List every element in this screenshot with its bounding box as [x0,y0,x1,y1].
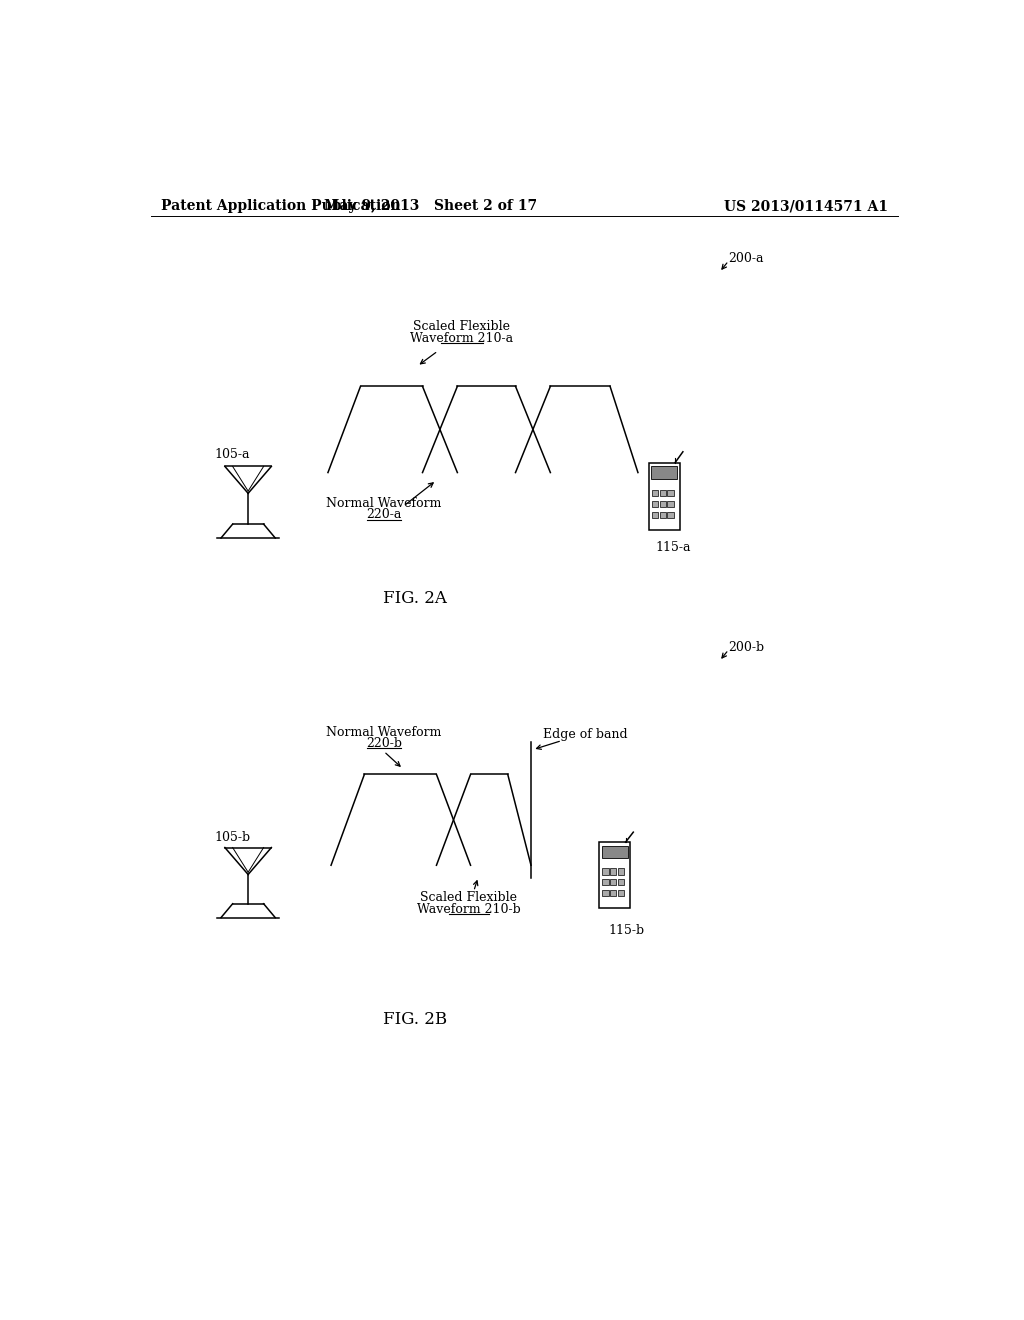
Bar [617,869,624,875]
Text: Patent Application Publication: Patent Application Publication [161,199,400,213]
Bar [668,490,674,496]
Bar [659,490,666,496]
Text: 200-b: 200-b [729,640,765,653]
Text: US 2013/0114571 A1: US 2013/0114571 A1 [724,199,888,213]
Text: Normal Waveform: Normal Waveform [326,726,441,739]
Bar [617,890,624,896]
Text: Scaled Flexible: Scaled Flexible [413,319,510,333]
Bar [652,512,658,517]
Bar [602,879,608,886]
Text: FIG. 2B: FIG. 2B [383,1011,446,1028]
Bar [602,890,608,896]
Text: 220-b: 220-b [366,737,401,750]
Text: 115-a: 115-a [655,541,690,554]
Text: 105-a: 105-a [215,449,250,462]
Bar [651,466,678,479]
Text: Waveform 210-a: Waveform 210-a [410,333,513,345]
Bar [668,502,674,507]
Bar [610,869,616,875]
Text: 115-b: 115-b [608,924,645,937]
Bar [652,490,658,496]
Bar [602,869,608,875]
Bar [659,512,666,517]
Bar [617,879,624,886]
Text: Normal Waveform: Normal Waveform [326,496,441,510]
Text: FIG. 2A: FIG. 2A [383,590,446,607]
Bar [599,842,630,908]
Text: 200-a: 200-a [729,252,764,265]
Text: 220-a: 220-a [366,508,401,521]
Bar [649,462,680,531]
Text: May 9, 2013   Sheet 2 of 17: May 9, 2013 Sheet 2 of 17 [324,199,537,213]
Bar [652,502,658,507]
Text: Edge of band: Edge of band [543,727,628,741]
Bar [668,512,674,517]
Bar [601,846,628,858]
Bar [610,879,616,886]
Bar [610,890,616,896]
Bar [659,502,666,507]
Text: 105-b: 105-b [215,832,251,843]
Text: Scaled Flexible: Scaled Flexible [421,891,517,904]
Text: Waveform 210-b: Waveform 210-b [417,903,521,916]
